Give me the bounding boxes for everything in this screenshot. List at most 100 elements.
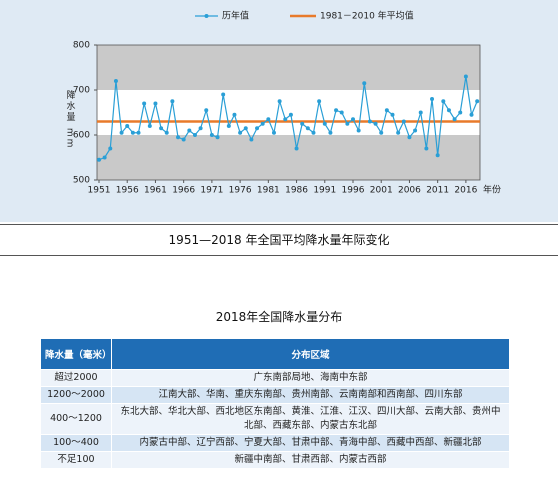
point	[125, 124, 130, 128]
header-cell: 分布区域	[111, 338, 510, 370]
point	[452, 117, 457, 122]
legend-marker	[204, 14, 209, 18]
x-tick-label: 1956	[116, 186, 139, 196]
point	[243, 126, 248, 131]
point	[446, 108, 451, 113]
point	[142, 101, 147, 106]
table: 降水量（毫米） 分布区域 超过2000 广东南部局地、海南中东部 1200～2000 江南…	[40, 338, 510, 469]
x-tick-label: 1986	[285, 186, 308, 196]
point	[413, 128, 418, 133]
x-tick-label: 1981	[257, 186, 280, 196]
x-tick-label: 2006	[398, 186, 421, 196]
point	[334, 108, 339, 113]
x-tick-label: 1951	[88, 186, 111, 196]
point	[300, 121, 305, 126]
point	[271, 130, 276, 135]
point	[119, 130, 124, 135]
point	[221, 92, 226, 97]
point	[311, 130, 316, 135]
table-cell: 东北大部、华北大部、西北地区东南部、黄淮、江淮、江汉、四川大部、云南大部、贵州中…	[111, 403, 510, 435]
point	[351, 117, 355, 122]
legend-label: 历年值	[222, 10, 249, 22]
point	[435, 153, 440, 158]
point	[130, 130, 135, 135]
point	[356, 128, 361, 133]
x-tick-label: 1996	[342, 186, 365, 196]
chart-caption: 1951—2018 年全国平均降水量年际变化	[0, 224, 558, 256]
y-tick-label: 700	[73, 86, 90, 96]
point	[102, 155, 107, 160]
x-tick-label: 1976	[229, 186, 252, 196]
point	[328, 130, 333, 135]
point	[204, 108, 209, 113]
point	[463, 74, 468, 79]
point	[260, 121, 265, 126]
point	[209, 133, 214, 137]
y-tick-label: 800	[73, 41, 90, 51]
point	[345, 121, 350, 126]
point	[424, 146, 429, 151]
table-row: 400～1200 东北大部、华北大部、西北地区东南部、黄淮、江淮、江汉、四川大部、…	[40, 403, 510, 435]
table-title: 2018年全国降水量分布	[215, 310, 343, 324]
x-tick-label: 2011	[426, 186, 449, 196]
point	[283, 117, 288, 122]
point	[396, 130, 401, 135]
y-axis-label: 降水量 mm	[65, 89, 76, 149]
table-cell: 不足100	[40, 451, 112, 469]
y-tick-label: 500	[73, 176, 90, 186]
point	[475, 99, 480, 104]
point	[97, 157, 101, 162]
point	[379, 130, 384, 135]
table-cell: 广东南部局地、海南中东部	[111, 369, 510, 387]
point	[249, 137, 254, 142]
point	[238, 130, 243, 135]
point	[441, 99, 446, 104]
point	[255, 126, 260, 131]
table-row: 100～400 内蒙古中部、辽宁西部、宁夏大部、甘肃中部、青海中部、西藏中西部、新…	[40, 434, 510, 452]
point	[232, 112, 237, 117]
point	[170, 99, 175, 104]
point	[159, 126, 164, 131]
point	[390, 112, 395, 117]
x-tick-label: 1961	[144, 186, 167, 196]
header-row: 降水量（毫米） 分布区域	[40, 338, 510, 370]
point	[430, 97, 435, 101]
table-row: 1200～2000 江南大部、华南、重庆东南部、贵州南部、云南南部和西南部、四川东…	[40, 386, 510, 404]
point	[322, 121, 327, 126]
point	[373, 121, 378, 126]
point	[266, 117, 271, 122]
point	[407, 135, 412, 140]
point	[113, 79, 118, 83]
y-tick-label: 600	[73, 131, 90, 141]
point	[192, 133, 197, 137]
x-tick-label: 1991	[313, 186, 336, 196]
point	[226, 124, 231, 128]
point	[198, 126, 203, 131]
point	[288, 112, 293, 117]
table-row: 超过2000 广东南部局地、海南中东部	[40, 369, 510, 387]
point	[187, 128, 192, 133]
table-cell: 江南大部、华南、重庆东南部、贵州南部、云南南部和西南部、四川东部	[111, 386, 510, 404]
point	[458, 110, 463, 115]
point	[317, 99, 322, 104]
point	[215, 135, 220, 140]
x-axis-label: 年份	[483, 184, 501, 196]
point	[277, 99, 282, 104]
point	[339, 110, 344, 115]
band	[97, 45, 480, 90]
x-tick-label: 1971	[200, 186, 223, 196]
table-row: 不足100 新疆中南部、甘肃西部、内蒙古西部	[40, 451, 510, 469]
x-tick-label: 1966	[172, 186, 195, 196]
band	[97, 135, 480, 180]
table-cell: 内蒙古中部、辽宁西部、宁夏大部、甘肃中部、青海中部、西藏中西部、新疆北部	[111, 434, 510, 452]
point	[294, 146, 299, 151]
table-cell: 超过2000	[40, 369, 112, 387]
point	[469, 112, 474, 117]
point	[164, 130, 169, 135]
point	[153, 101, 158, 106]
x-tick-label: 2001	[370, 186, 393, 196]
chart: 500 600 700 800 1951 1956 1961 1966 1971 1976 1981…	[65, 10, 502, 196]
point	[401, 119, 406, 124]
